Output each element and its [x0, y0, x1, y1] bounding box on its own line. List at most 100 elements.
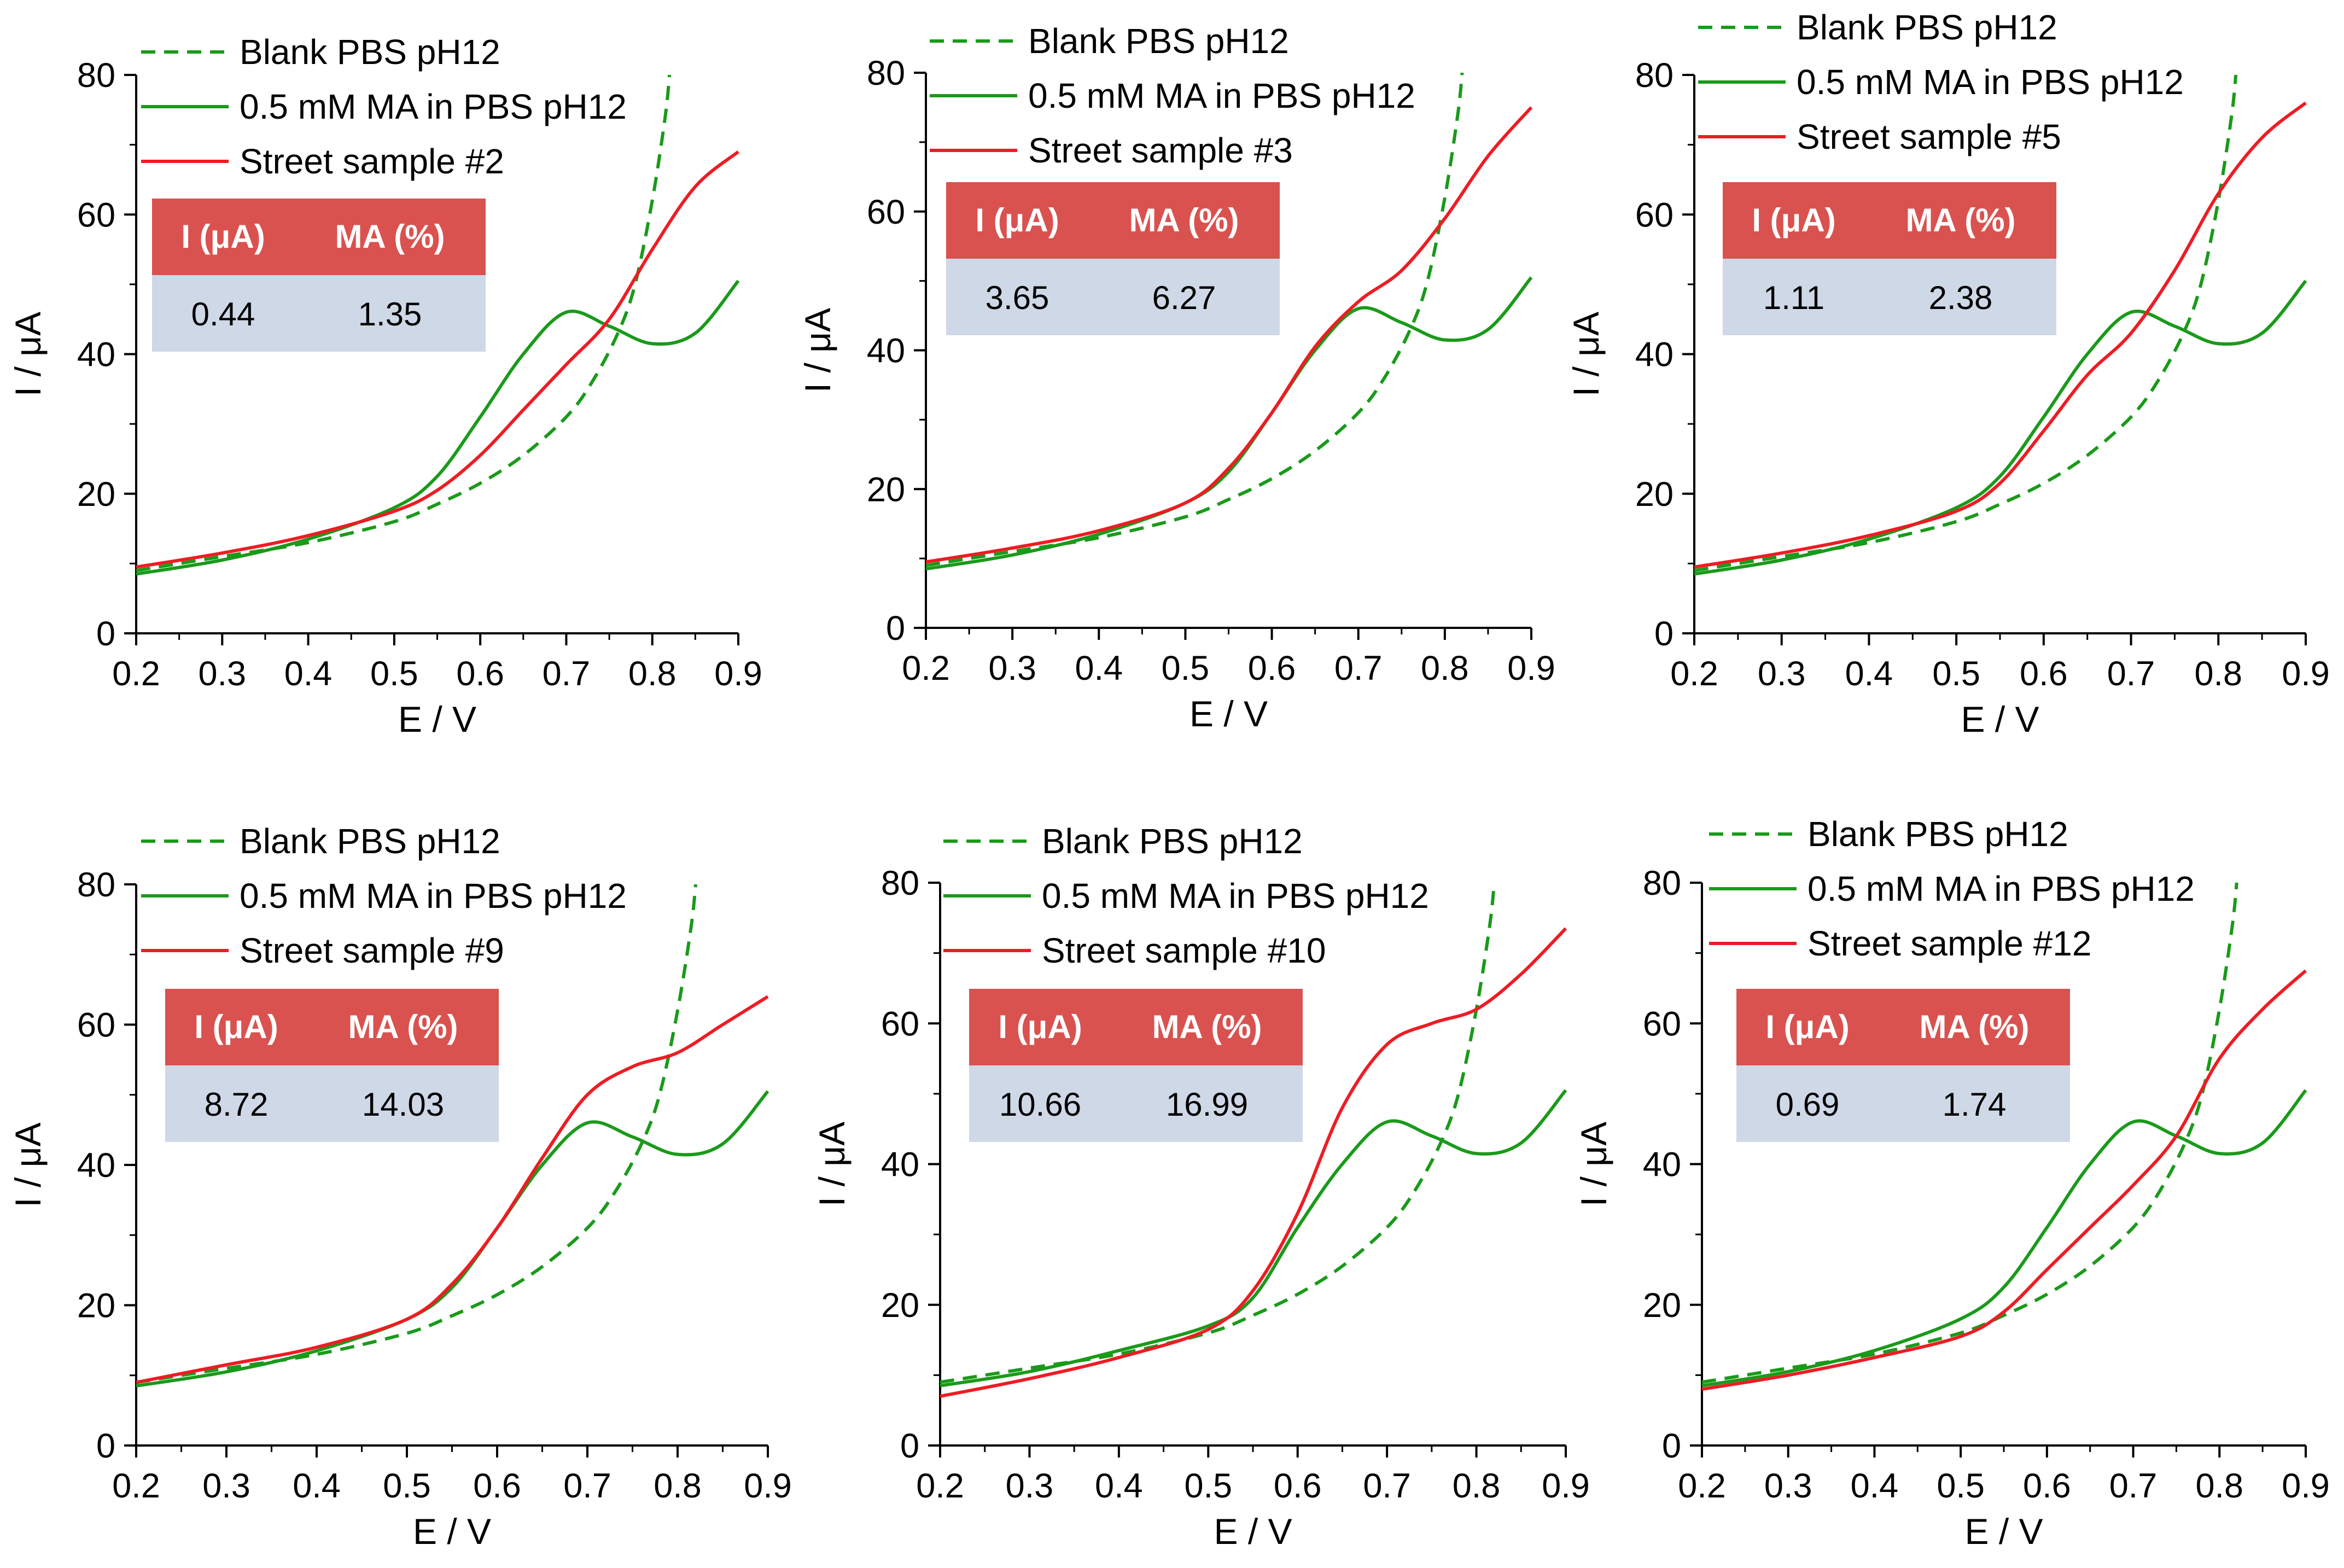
- table-header-ma-percent: MA (%): [335, 218, 445, 255]
- x-tick-label: 0.6: [473, 1467, 521, 1505]
- legend-label: 0.5 mM MA in PBS pH12: [240, 876, 627, 916]
- legend-label: 0.5 mM MA in PBS pH12: [240, 87, 627, 126]
- x-tick-label: 0.5: [383, 1467, 431, 1505]
- x-tick-label: 0.8: [2194, 655, 2242, 693]
- table-cell-ma-percent: 2.38: [1929, 279, 1993, 316]
- series-line-blank: [925, 72, 1464, 567]
- y-tick-label: 0: [1654, 615, 1674, 653]
- table-body-bg: [1736, 1065, 2070, 1142]
- y-tick-label: 0: [886, 609, 905, 648]
- legend-label: Blank PBS pH12: [240, 821, 500, 861]
- y-tick-label: 40: [867, 332, 905, 370]
- y-tick-label: 60: [867, 193, 905, 231]
- y-axis-title: I / μA: [1566, 312, 1606, 397]
- table-cell-current: 1.11: [1763, 279, 1824, 316]
- x-axis-title: E / V: [1190, 693, 1268, 734]
- table-header-ma-percent: MA (%): [348, 1009, 458, 1045]
- series-line-sample: [940, 927, 1567, 1398]
- x-tick-label: 0.6: [2020, 655, 2068, 693]
- table-cell-current: 0.69: [1776, 1086, 1840, 1123]
- legend-label: Blank PBS pH12: [1042, 821, 1303, 861]
- chart-panel: 0.2 0.3 0.4 0.5 0.6 0.7 0.8 0.9 0 20 40 60 80 E / V I …: [812, 821, 1590, 1552]
- legend-label: Street sample #9: [240, 931, 504, 970]
- table-cell-ma-percent: 1.35: [358, 296, 422, 333]
- y-tick-label: 40: [1643, 1146, 1681, 1184]
- table-body-bg: [1723, 259, 2056, 335]
- table-cell-ma-percent: 14.03: [362, 1086, 444, 1123]
- legend: Blank PBS pH12 0.5 mM MA in PBS pH12 Stree…: [930, 21, 1415, 170]
- x-tick-label: 0.5: [1937, 1467, 1985, 1505]
- x-tick-label: 0.2: [112, 655, 160, 693]
- table-header-current: I (μA): [194, 1009, 278, 1045]
- table-header-ma-percent: MA (%): [1129, 202, 1239, 238]
- inset-table: I (μA) MA (%) 0.69 1.74: [1736, 989, 2070, 1142]
- series-line-sample: [136, 995, 769, 1384]
- table-header-ma-percent: MA (%): [1152, 1009, 1262, 1045]
- y-axis-title: I / μA: [797, 308, 838, 393]
- legend-label: Blank PBS pH12: [1028, 21, 1289, 61]
- y-tick-label: 0: [900, 1427, 919, 1465]
- table-header-bg: [1723, 182, 2056, 259]
- y-tick-label: 20: [867, 470, 905, 509]
- y-tick-label: 20: [77, 1287, 115, 1325]
- x-tick-label: 0.5: [370, 655, 418, 693]
- table-cell-current: 10.66: [999, 1086, 1081, 1123]
- x-tick-label: 0.7: [1334, 649, 1383, 687]
- table-header-current: I (μA): [975, 202, 1059, 238]
- series-line-sample: [925, 106, 1533, 564]
- legend-label: 0.5 mM MA in PBS pH12: [1797, 62, 2184, 102]
- table-header-ma-percent: MA (%): [1919, 1009, 2029, 1045]
- series-line-sample: [136, 150, 739, 569]
- table-header-current: I (μA): [1752, 202, 1835, 238]
- x-tick-label: 0.2: [1678, 1467, 1726, 1505]
- series-line-ma: [136, 279, 740, 576]
- inset-table: I (μA) MA (%) 1.11 2.38: [1723, 182, 2056, 335]
- series-line-ma: [1694, 279, 2307, 576]
- series-line-ma: [1701, 1089, 2307, 1388]
- table-header-bg: [152, 199, 486, 275]
- chart-panel: 0.2 0.3 0.4 0.5 0.6 0.7 0.8 0.9 0 20 40 60 80 E / V I …: [1566, 8, 2330, 739]
- series-line-blank: [136, 884, 697, 1384]
- x-axis-title: E / V: [413, 1511, 491, 1552]
- x-tick-label: 0.4: [1075, 649, 1123, 687]
- table-cell-ma-percent: 16.99: [1166, 1086, 1248, 1123]
- series-line-blank: [1701, 882, 2238, 1384]
- series-line-ma: [940, 1089, 1567, 1388]
- chart-panel: 0.2 0.3 0.4 0.5 0.6 0.7 0.8 0.9 0 20 40 60 80 E / V I …: [797, 21, 1555, 734]
- y-tick-label: 40: [881, 1146, 919, 1184]
- x-tick-label: 0.6: [456, 655, 504, 693]
- series-line-blank: [940, 882, 1496, 1384]
- x-tick-label: 0.5: [1932, 655, 1980, 693]
- y-axis-title: I / μA: [8, 312, 48, 397]
- y-tick-label: 80: [77, 56, 115, 95]
- x-tick-label: 0.4: [1845, 655, 1893, 693]
- inset-table: I (μA) MA (%) 0.44 1.35: [152, 199, 486, 352]
- legend: Blank PBS pH12 0.5 mM MA in PBS pH12 Stree…: [1698, 8, 2184, 156]
- table-header-ma-percent: MA (%): [1905, 202, 2015, 238]
- y-tick-label: 60: [1643, 1005, 1681, 1043]
- series-line-blank: [136, 74, 672, 573]
- y-axis-title: I / μA: [812, 1122, 852, 1206]
- table-header-current: I (μA): [1765, 1009, 1849, 1045]
- y-tick-label: 20: [1643, 1286, 1681, 1325]
- legend-label: Blank PBS pH12: [1797, 8, 2057, 47]
- x-tick-label: 0.4: [284, 655, 333, 693]
- inset-table: I (μA) MA (%) 8.72 14.03: [165, 989, 499, 1142]
- legend-label: Blank PBS pH12: [1807, 814, 2068, 854]
- y-tick-label: 60: [1635, 196, 1674, 234]
- y-axis-title: I / μA: [1573, 1122, 1614, 1206]
- legend-label: 0.5 mM MA in PBS pH12: [1807, 869, 2195, 908]
- table-cell-current: 8.72: [205, 1086, 269, 1123]
- x-tick-label: 0.3: [198, 655, 246, 693]
- series-line-sample: [1701, 969, 2307, 1391]
- x-tick-label: 0.5: [1184, 1467, 1232, 1505]
- x-axis-title: E / V: [1964, 1511, 2043, 1552]
- table-cell-current: 0.44: [191, 296, 255, 333]
- x-tick-label: 0.2: [916, 1467, 964, 1505]
- y-tick-label: 60: [77, 1006, 115, 1045]
- table-cell-current: 3.65: [986, 279, 1049, 316]
- series-line-blank: [1694, 74, 2238, 573]
- chart-panel: 0.2 0.3 0.4 0.5 0.6 0.7 0.8 0.9 0 20 40 60 80 E / V I …: [8, 32, 762, 739]
- x-tick-label: 0.3: [1764, 1467, 1812, 1505]
